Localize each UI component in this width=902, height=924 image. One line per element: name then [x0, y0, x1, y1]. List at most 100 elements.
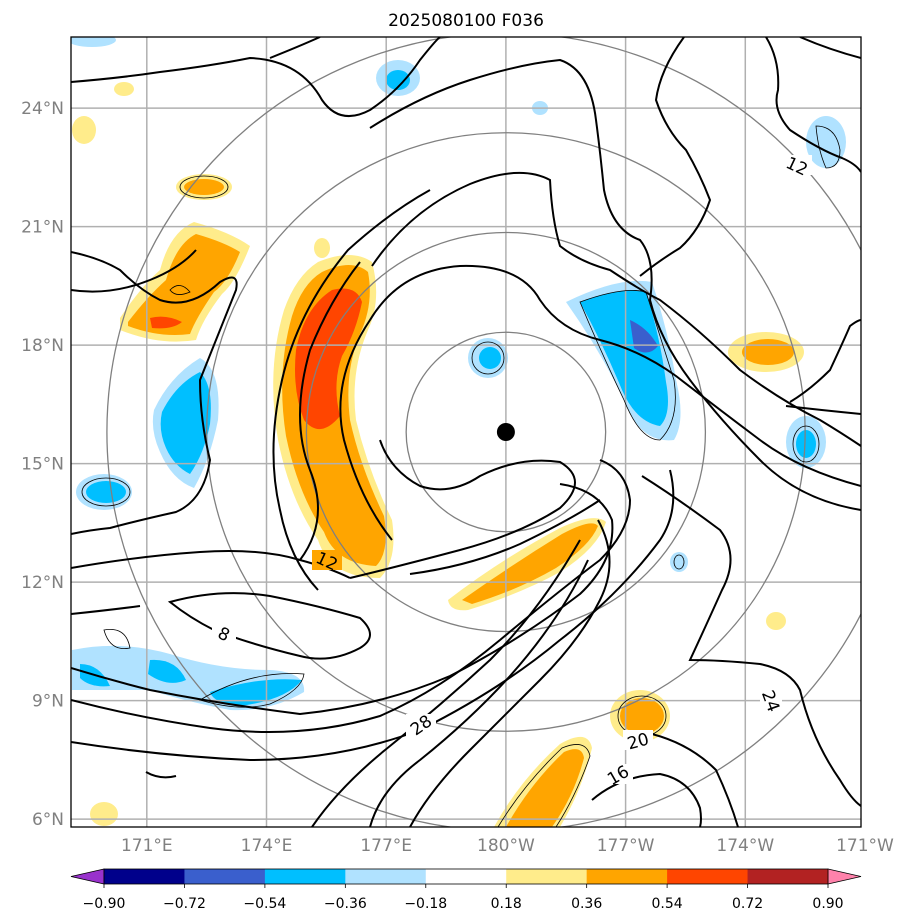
label-bg [623, 730, 653, 750]
thin-outline [792, 425, 820, 463]
label-bg [212, 624, 236, 644]
colorbar-tick-label: −0.72 [163, 896, 206, 912]
x-tick-label: 177°W [597, 836, 655, 856]
x-tick-label: 180°W [477, 836, 535, 856]
contour-line [789, 319, 861, 403]
contour-line [641, 475, 861, 807]
contour-line [369, 559, 589, 827]
y-tick-label: 21°N [21, 218, 64, 238]
contour-line [765, 37, 861, 173]
cool-band-ne-core [580, 290, 668, 426]
contour-line [311, 539, 581, 827]
y-tick-label: 12°N [21, 573, 64, 593]
thin-outline [103, 629, 131, 649]
contour-line [71, 37, 441, 118]
colorbar-segment [345, 869, 427, 884]
contour-line [71, 483, 614, 716]
graticule [71, 37, 861, 827]
range-ring [206, 132, 806, 732]
x-tick-label: 174°W [716, 836, 774, 856]
warm-tiny-3 [314, 238, 330, 258]
thin-outline [81, 477, 131, 507]
plot-frame [70, 36, 862, 828]
warm-small-nw-core [184, 179, 224, 195]
colorbar-tick-label: −0.54 [243, 896, 286, 912]
colorbar-segment [264, 869, 346, 884]
cool-blob-n-core [386, 70, 410, 90]
label-bg [760, 686, 782, 716]
shaded-anomaly-fills [71, 37, 846, 827]
cool-blob-west-core [160, 372, 211, 474]
warm-band-south-core [506, 749, 584, 827]
x-tick-label: 171°W [836, 836, 894, 856]
thin-outline [471, 341, 505, 375]
colorbar-segment [506, 869, 588, 884]
range-ring [305, 231, 707, 633]
warm-blob-south-core [620, 698, 664, 734]
colorbar-tick-label: 0.18 [491, 896, 522, 912]
colorbar: −0.90 −0.72 −0.54 −0.36 −0.18 0.18 0.36 0.54 0.7… [70, 868, 862, 912]
contour-line [339, 264, 861, 541]
x-axis-ticks: 171°E 174°E 177°E 180°W 177°W 174°W 171°W [121, 836, 894, 856]
contour-line [639, 37, 712, 277]
colorbar-tick-label: −0.18 [404, 896, 447, 912]
x-tick-label: 177°E [360, 836, 412, 856]
warm-tiny-east [766, 612, 786, 630]
label-bg [782, 155, 812, 175]
warm-tiny-1 [114, 82, 134, 96]
contour-line [785, 405, 861, 415]
cool-band-sw-core1 [148, 659, 186, 683]
thin-outline [179, 175, 229, 199]
cool-band-sw-core2 [210, 679, 302, 706]
contour-line [71, 251, 238, 535]
colorbar-tick-label: 0.72 [732, 896, 763, 912]
colorbar-segment [586, 869, 668, 884]
y-tick-label: 15°N [21, 455, 64, 475]
storm-center-marker [496, 423, 515, 441]
colorbar-extend-low [70, 868, 105, 885]
colorbar-segment [747, 869, 829, 884]
colorbar-tick-label: −0.36 [324, 896, 367, 912]
thin-outline [199, 673, 305, 708]
contour-line [145, 771, 177, 779]
warm-band-se-core [462, 523, 598, 604]
y-tick-label: 9°N [32, 692, 64, 712]
cool-blob-e-core [796, 430, 816, 458]
warm-arc-core [295, 288, 362, 430]
colorbar-segment [104, 869, 185, 884]
colorbar-extend-high [827, 868, 862, 885]
y-tick-label: 24°N [21, 99, 64, 119]
colorbar-frame [103, 868, 829, 885]
label-bg [312, 550, 342, 570]
contour-line [409, 499, 601, 575]
label-bg [603, 764, 633, 784]
map-plot-area [71, 37, 861, 827]
x-tick-label: 174°E [241, 836, 293, 856]
contour-line [269, 37, 321, 59]
colorbar-tick-label: −0.90 [83, 896, 126, 912]
colorbar-segment [667, 869, 749, 884]
warm-blob-west-red [150, 316, 182, 329]
contour-line [349, 439, 576, 579]
colorbar-tick-label: 0.54 [652, 896, 683, 912]
contour-line [71, 469, 675, 762]
contour-line [369, 58, 861, 511]
range-ring [106, 37, 861, 827]
colorbar-segment [184, 869, 266, 884]
cool-tiny-3 [71, 37, 116, 47]
warm-blob-east-core [742, 339, 794, 365]
x-tick-label: 171°E [121, 836, 173, 856]
cool-blob-center-core [479, 347, 501, 369]
thin-outline [815, 125, 841, 169]
warm-blob-west-core [128, 234, 240, 335]
contour-line [371, 171, 861, 447]
y-tick-label: 6°N [32, 810, 64, 830]
range-rings [106, 37, 861, 827]
range-ring [405, 331, 607, 533]
contour-line [799, 37, 861, 59]
colorbar-tick-label: 0.36 [571, 896, 602, 912]
cool-tiny-2 [670, 552, 688, 572]
chart-title: 2025080100 F036 [388, 11, 544, 31]
y-tick-label: 18°N [21, 336, 64, 356]
